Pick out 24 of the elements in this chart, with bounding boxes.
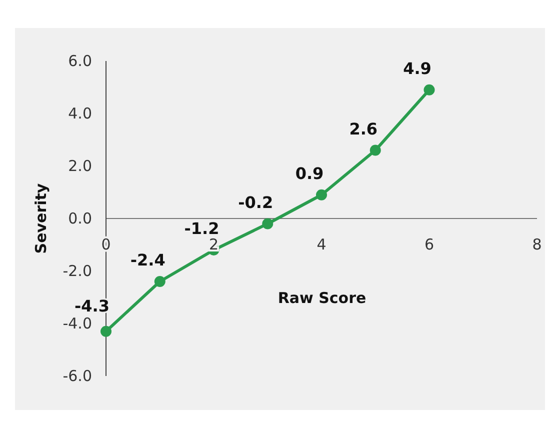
y-tick-label: 2.0 bbox=[68, 157, 92, 175]
point bbox=[424, 84, 435, 96]
x-axis-title: Raw Score bbox=[278, 289, 366, 307]
data-label: -0.2 bbox=[238, 192, 274, 212]
point bbox=[316, 189, 327, 200]
data-label: 4.9 bbox=[403, 58, 432, 78]
x-tick-label: 4 bbox=[316, 236, 326, 254]
x-tick-label: 8 bbox=[532, 236, 542, 254]
y-tick-label: -6.0 bbox=[62, 367, 92, 385]
y-tick-label: -2.0 bbox=[62, 262, 92, 280]
point bbox=[370, 144, 381, 156]
point bbox=[262, 218, 274, 230]
point bbox=[154, 276, 166, 287]
y-axis-title: Severity bbox=[32, 183, 50, 254]
data-label: 2.6 bbox=[349, 119, 378, 138]
x-tick-label: 6 bbox=[424, 236, 434, 254]
y-tick-label: 6.0 bbox=[68, 52, 92, 70]
point bbox=[100, 326, 112, 337]
y-tick-label: 4.0 bbox=[68, 104, 92, 122]
data-label: 0.9 bbox=[295, 164, 324, 183]
y-tick-label: -4.0 bbox=[62, 314, 92, 332]
data-label: -1.2 bbox=[184, 219, 220, 238]
y-tick-label: 0.0 bbox=[68, 210, 92, 228]
data-label: -2.4 bbox=[130, 250, 166, 270]
